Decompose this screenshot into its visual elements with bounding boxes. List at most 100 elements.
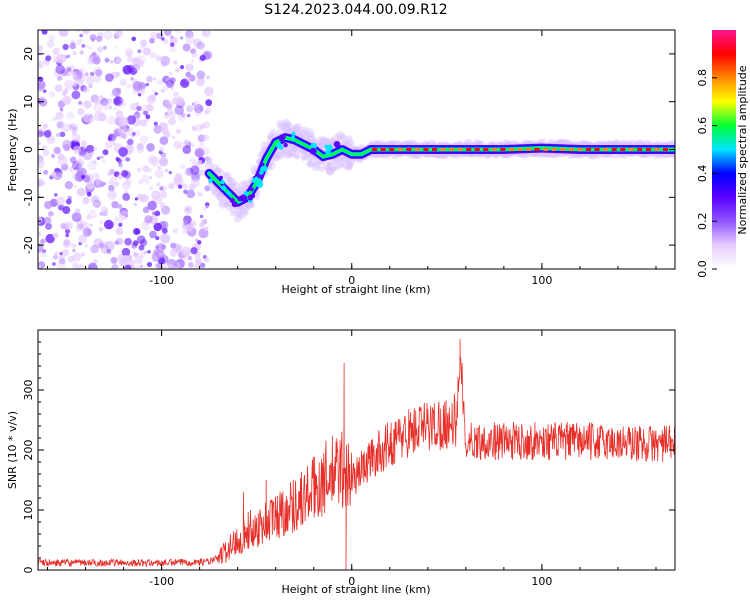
noise-blob — [198, 142, 205, 149]
noise-blob — [82, 113, 93, 123]
noise-blob — [80, 174, 86, 180]
ridge-halo — [293, 152, 301, 160]
noise-blob — [142, 206, 150, 213]
ridge-hot-segment — [543, 148, 549, 151]
snr-plot-area — [38, 338, 675, 570]
ridge-halo — [273, 152, 282, 162]
noise-blob — [56, 132, 61, 138]
noise-blob — [204, 156, 210, 162]
noise-blob — [187, 261, 194, 268]
noise-blob — [86, 181, 95, 190]
noise-blob — [67, 195, 72, 201]
ridge-halo — [227, 176, 235, 183]
noise-blob — [75, 158, 85, 168]
noise-blob — [154, 210, 161, 217]
noise-blob — [132, 132, 136, 136]
ridge-halo — [325, 137, 335, 147]
noise-blob — [111, 263, 119, 269]
noise-blob — [54, 84, 63, 92]
noise-blob — [66, 67, 72, 72]
noise-blob — [189, 157, 197, 164]
noise-blob — [100, 155, 104, 159]
snr-ticks: -100 0 100 0 100 200 300 — [22, 329, 675, 588]
noise-blob — [140, 119, 148, 127]
noise-blob — [38, 98, 48, 107]
noise-blob — [38, 48, 44, 57]
ridge-halo — [342, 138, 350, 146]
noise-blob — [149, 186, 154, 191]
noise-blob — [89, 223, 93, 227]
noise-blob — [90, 151, 95, 155]
ridge-halo — [346, 157, 355, 167]
noise-blob — [160, 55, 171, 66]
ridge-halo — [223, 199, 232, 208]
noise-blob — [66, 111, 75, 120]
noise-blob — [149, 94, 156, 102]
noise-blob — [130, 77, 134, 81]
ridge-halo — [306, 160, 315, 168]
noise-blob — [137, 49, 142, 54]
noise-blob — [96, 35, 103, 42]
ridge-halo — [240, 207, 247, 214]
noise-blob — [107, 115, 117, 125]
snr-series-line — [38, 338, 675, 570]
noise-blob — [106, 249, 112, 254]
noise-blob — [64, 221, 73, 230]
noise-blob — [138, 179, 144, 185]
noise-blob — [95, 69, 103, 77]
noise-blob — [137, 60, 145, 67]
noise-blob — [175, 244, 184, 252]
ridge-halo — [292, 123, 300, 131]
ridge-halo — [333, 166, 339, 171]
noise-blob — [182, 145, 192, 154]
noise-blob — [155, 55, 162, 62]
noise-blob — [159, 202, 166, 209]
noise-blob — [204, 86, 214, 97]
ridge-hot-segment — [603, 148, 609, 151]
ridge-halo — [317, 139, 325, 147]
noise-blob — [94, 75, 102, 83]
noise-blob — [156, 182, 161, 187]
noise-blob — [132, 63, 141, 72]
noise-blob — [155, 236, 160, 241]
noise-blob — [86, 191, 92, 197]
noise-blob — [146, 104, 154, 112]
ridge-hot-segment — [517, 148, 523, 151]
ridge-halo — [245, 202, 253, 209]
noise-blob — [64, 80, 74, 90]
noise-blob — [72, 252, 82, 262]
ridge-blob — [258, 179, 262, 183]
noise-blob — [200, 262, 206, 268]
spectrogram-y-tick-label: -10 — [22, 188, 35, 206]
noise-blob — [82, 30, 90, 35]
noise-blob — [153, 77, 157, 81]
ridge-halo — [220, 194, 225, 199]
ridge-hot-segment — [414, 148, 420, 151]
noise-blob — [139, 135, 149, 144]
noise-blob — [107, 190, 117, 200]
noise-blob — [185, 75, 192, 82]
colorbar: 0.0 0.2 0.4 0.6 0.8 Normalized spectral ampl… — [696, 30, 749, 278]
noise-blob — [202, 31, 207, 36]
noise-blob — [136, 145, 145, 154]
ridge-halo — [321, 136, 328, 143]
ridge-halo — [328, 162, 337, 172]
noise-blob — [101, 159, 106, 164]
noise-blob — [168, 171, 172, 175]
ridge-halo — [236, 187, 244, 196]
noise-blob — [150, 156, 160, 167]
noise-blob — [42, 123, 48, 129]
ridge-halo — [486, 153, 491, 158]
snr-x-tick-label: -100 — [149, 575, 174, 588]
noise-blob — [98, 242, 105, 249]
ridge-halo — [308, 157, 318, 168]
noise-blob — [124, 237, 132, 246]
noise-blob — [179, 65, 185, 70]
noise-blob — [117, 125, 127, 135]
noise-blob — [181, 220, 189, 227]
ridge-halo — [215, 167, 222, 173]
noise-blob — [80, 140, 87, 147]
noise-blob — [79, 50, 84, 55]
ridge-hot-segment — [483, 148, 489, 151]
ridge-halo — [250, 203, 255, 209]
